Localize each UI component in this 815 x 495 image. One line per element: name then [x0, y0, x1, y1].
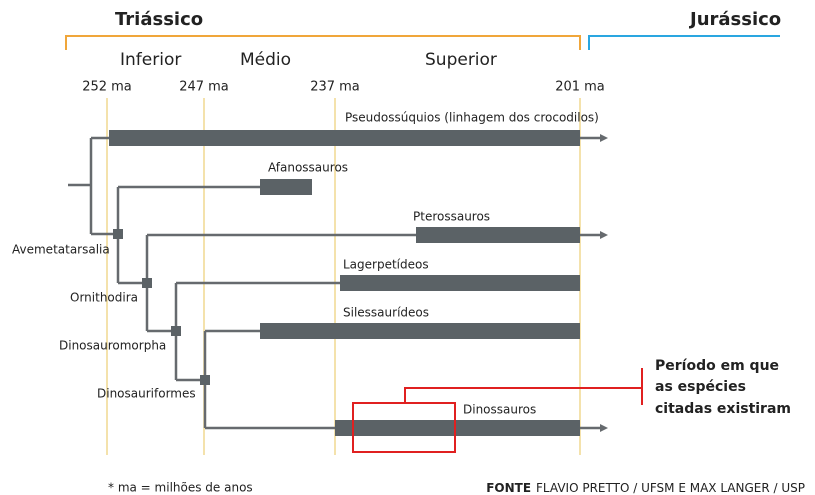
taxon-label: Silessaurídeos	[343, 306, 429, 320]
period: Triássico	[115, 9, 203, 30]
node-label: Dinosauromorpha	[59, 339, 166, 353]
node-label: Avemetatarsalia	[12, 243, 110, 257]
time-label: 247 ma	[179, 80, 229, 95]
period: Jurássico	[688, 9, 781, 30]
taxon-label: Afanossauros	[268, 161, 348, 175]
bars	[109, 130, 580, 436]
annotation: citadas existiram	[655, 401, 791, 417]
taxon-label: Lagerpetídeos	[343, 258, 429, 272]
tree	[68, 134, 608, 432]
node-label: Dinosauriformes	[97, 387, 196, 401]
footnote: * ma = milhões de anos	[108, 481, 253, 495]
annotation: as espécies	[655, 379, 746, 395]
taxon-label: Pterossauros	[413, 210, 490, 224]
time-label: 237 ma	[310, 80, 360, 95]
source-text: FLAVIO PRETTO / UFSM E MAX LANGER / USP	[536, 481, 805, 495]
time-label: 201 ma	[555, 80, 605, 95]
epoch: Inferior	[120, 50, 181, 70]
jurassic-bracket	[588, 35, 780, 50]
triassic-bracket	[65, 35, 581, 50]
taxon-label: Pseudossúquios (linhagem dos crocodilos)	[345, 111, 599, 125]
epoch: Superior	[425, 50, 497, 70]
taxon-label: Dinossauros	[463, 403, 536, 417]
source: FONTE FLAVIO PRETTO / UFSM E MAX LANGER /…	[486, 481, 805, 495]
annotation-line	[404, 368, 643, 405]
source-label: FONTE	[486, 481, 531, 495]
time-label: 252 ma	[82, 80, 132, 95]
node-label: Ornithodira	[70, 291, 138, 305]
epoch: Médio	[240, 50, 291, 70]
annotation: Período em que	[655, 358, 779, 374]
